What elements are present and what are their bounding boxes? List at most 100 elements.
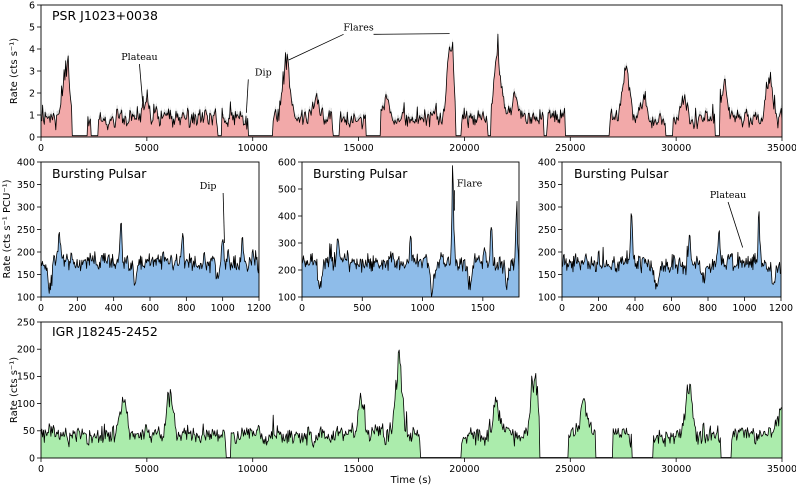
bp3-ytick-label: 400 [538,157,556,168]
psr-xtick-label: 25000 [555,143,585,154]
igr-plot-area [41,349,782,458]
psr-area-fill [41,34,782,137]
psr-ytick-label: 6 [29,0,35,11]
psr-ytick-label: 1 [29,110,35,121]
psr-xtick-label: 10000 [238,143,268,154]
bp2-xtick-label: 1500 [471,303,495,314]
psr-plot-area [41,30,782,137]
bp1-ytick-label: 100 [17,292,35,303]
igr-xtick-label: 35000 [767,464,796,475]
bp3-xtick-label: 800 [699,303,717,314]
psr-annotation-arrow [373,33,450,35]
igr-ylabel: Rate (cts s⁻¹) [9,357,20,423]
igr-ticks: 0 5000 10000 15000 20000 25000 30000 35000 0 50 10… [17,317,796,475]
igr-series-line [41,349,782,458]
psr-annotation-flares: Flares [343,22,373,33]
psr-ytick-label: 4 [29,44,35,55]
bp1-xtick-label: 600 [141,303,159,314]
igr-ytick-label: 50 [23,426,35,437]
psr-ytick-label: 0 [29,132,35,143]
igr-xtick-label: 0 [38,464,44,475]
psr-xtick-label: 30000 [661,143,691,154]
bp1-ytick-label: 400 [17,157,35,168]
bp1-ytick-label: 150 [17,270,35,281]
bp3-annotations: Plateau [710,190,746,248]
bp2-ytick-label: 300 [278,238,296,249]
psr-xtick-label: 20000 [449,143,479,154]
psr-frame [40,4,783,138]
psr-annotation-arrow [139,63,144,102]
psr-ylabel: Rate (cts s⁻¹) [9,38,20,104]
bp2-ytick-label: 100 [278,292,296,303]
bp1-ytick-label: 300 [17,202,35,213]
bp2-ytick-label: 400 [278,211,296,222]
psr-annotation-arrow [245,79,249,113]
bp2-annotations: Flare [454,178,483,211]
bp3-ytick-label: 350 [538,180,556,191]
psr-ticks: 0 5000 10000 15000 20000 25000 30000 35000 0 1 2 3 4… [29,0,796,154]
bp2-title: Bursting Pulsar [313,166,408,181]
bp2-ytick-label: 200 [278,265,296,276]
psr-annotation-arrow [288,33,344,61]
bp3-ytick-label: 150 [538,270,556,281]
bp1-series-line [41,222,259,294]
bp2-frame [301,161,520,298]
igr-xtick-label: 30000 [661,464,691,475]
bp2-xtick-label: 500 [353,303,371,314]
psr-xtick-label: 5000 [135,143,159,154]
psr-annotations: Plateau Dip Flares [121,22,450,113]
bp2-ytick-label: 500 [278,184,296,195]
bp3-xtick-label: 1000 [732,303,756,314]
igr-xtick-label: 25000 [555,464,585,475]
psr-annotation-plateau: Plateau [121,52,157,63]
bp3-annotation-plateau: Plateau [710,190,746,201]
bp2-plot-area [302,165,519,297]
bp1-frame [40,161,260,298]
psr-ytick-label: 2 [29,88,35,99]
psr-xtick-label: 0 [38,143,44,154]
bp1-ytick-label: 200 [17,247,35,258]
bp3-ticks: 0 200 400 600 800 1000 1200 100 150 200 250 300 350 4… [538,157,793,314]
panel-bp3: 0 200 400 600 800 1000 1200 100 150 200 250 300 350 4… [538,157,793,314]
bp3-ytick-label: 200 [538,247,556,258]
bp1-area-fill [41,223,259,297]
bp2-xtick-label: 0 [299,303,305,314]
bp1-xtick-label: 0 [38,303,44,314]
psr-title: PSR J1023+0038 [52,8,158,23]
panel-bp2: 0 500 1000 1500 100 200 300 400 500 600 Bursting … [278,157,520,314]
igr-xtick-label: 5000 [135,464,159,475]
bp3-xtick-label: 200 [589,303,607,314]
bp1-ytick-label: 350 [17,180,35,191]
bp3-ytick-label: 300 [538,202,556,213]
psr-series-line [41,33,782,137]
bp2-ytick-label: 600 [278,157,296,168]
igr-ytick-label: 150 [17,372,35,383]
igr-ytick-label: 100 [17,399,35,410]
bp3-annotation-arrow [727,201,744,248]
panel-bp1: 0 200 400 600 800 1000 1200 100 150 200 250 300 350 4… [2,157,271,314]
bp3-xtick-label: 1200 [769,303,793,314]
bp1-xtick-label: 400 [105,303,123,314]
igr-xlabel: Time (s) [390,475,432,486]
bp3-title: Bursting Pulsar [574,166,669,181]
bp1-ticks: 0 200 400 600 800 1000 1200 100 150 200 250 300 350 4… [17,157,271,314]
igr-ytick-label: 200 [17,345,35,356]
bp3-ytick-label: 100 [538,292,556,303]
psr-xtick-label: 15000 [343,143,373,154]
bp1-xtick-label: 200 [68,303,86,314]
bp1-ylabel: Rate (cts s⁻¹ PCU⁻¹) [2,179,13,278]
panel-igr: 0 5000 10000 15000 20000 25000 30000 35000 0 50 10… [9,317,796,486]
igr-xtick-label: 15000 [343,464,373,475]
bp2-xtick-label: 1000 [410,303,434,314]
igr-ytick-label: 0 [29,453,35,464]
bp3-xtick-label: 0 [559,303,565,314]
bp1-annotation-dip: Dip [200,181,217,192]
bp3-series-line [562,211,781,290]
bp3-area-fill [562,211,781,297]
bp1-title: Bursting Pulsar [52,166,147,181]
bp1-annotation-arrow [222,192,225,244]
bp2-ticks: 0 500 1000 1500 100 200 300 400 500 600 [278,157,495,314]
psr-ytick-label: 3 [29,66,35,77]
igr-ytick-label: 250 [17,317,35,328]
